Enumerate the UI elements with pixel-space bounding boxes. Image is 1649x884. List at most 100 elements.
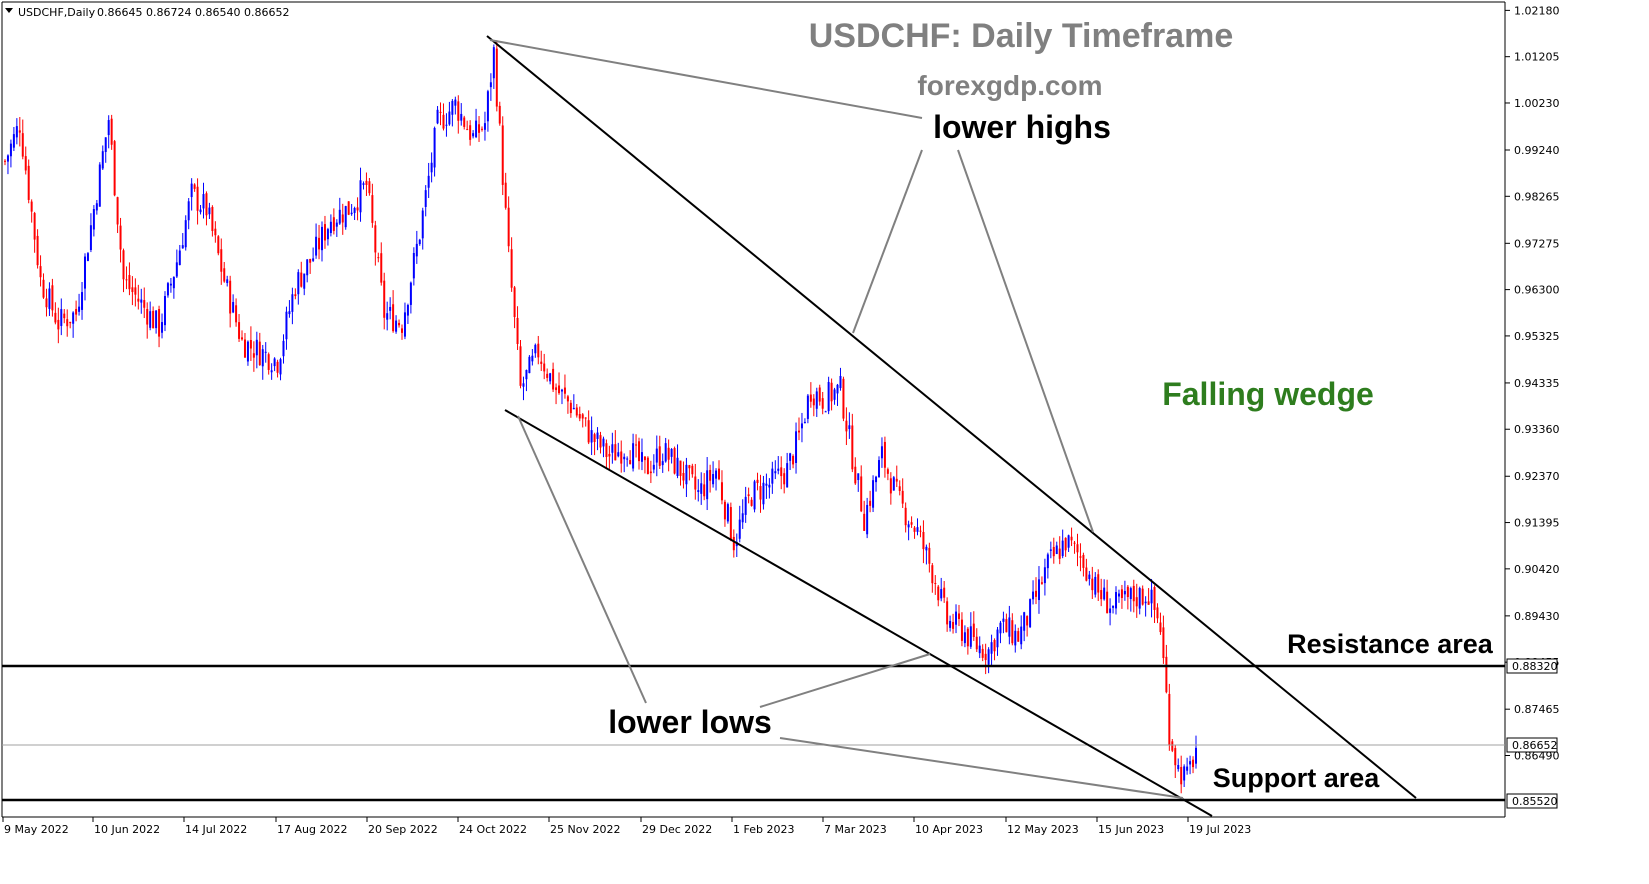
candle — [774, 460, 777, 480]
candle — [1008, 605, 1011, 645]
candle — [409, 281, 412, 314]
candle — [670, 448, 673, 464]
candle — [1165, 644, 1168, 694]
candle — [72, 311, 75, 338]
candle — [184, 215, 187, 251]
candle — [771, 461, 774, 494]
candle — [1094, 572, 1097, 598]
candle — [51, 278, 54, 317]
candle — [371, 183, 374, 228]
candle — [163, 291, 166, 332]
candle — [946, 597, 949, 632]
candle — [966, 627, 969, 655]
candle — [765, 473, 768, 499]
candle — [552, 362, 555, 393]
candle — [205, 191, 208, 226]
candle — [1159, 612, 1162, 635]
candle — [125, 266, 128, 290]
candle — [258, 332, 261, 366]
candle — [549, 372, 552, 385]
candle — [676, 444, 679, 479]
price-axis: 1.02180 1.01205 1.00230 0.99240 0.98265 0.972… — [1505, 4, 1560, 762]
candle — [629, 450, 632, 465]
candle — [768, 478, 771, 499]
candle — [66, 309, 69, 337]
candle — [812, 394, 815, 417]
candle — [584, 417, 587, 427]
candle — [611, 432, 614, 464]
candle — [501, 116, 504, 196]
candle — [279, 357, 282, 381]
y-tick-label: 0.94335 — [1514, 377, 1560, 390]
candle — [81, 282, 84, 320]
candle — [1043, 558, 1046, 596]
candle — [901, 478, 904, 508]
candle — [960, 612, 963, 647]
candle — [1014, 624, 1017, 653]
candle — [620, 440, 623, 473]
candle — [978, 636, 981, 659]
candle — [851, 413, 854, 473]
candle — [928, 542, 931, 573]
candle — [809, 382, 812, 408]
candle — [596, 427, 599, 451]
candle — [107, 115, 110, 149]
candle — [113, 139, 116, 197]
candle — [534, 343, 537, 358]
candle — [895, 465, 898, 488]
wedge-upper-trendline — [486, 35, 1417, 799]
candle — [63, 309, 66, 324]
candle — [21, 119, 24, 160]
candle — [33, 211, 36, 253]
candle — [1115, 586, 1118, 615]
candle — [193, 183, 196, 192]
x-tick-label: 17 Aug 2022 — [277, 823, 347, 836]
candle — [380, 242, 383, 286]
candle — [238, 314, 241, 342]
candle — [614, 430, 617, 461]
candle — [872, 475, 875, 512]
candle — [1052, 537, 1055, 564]
candle — [510, 237, 513, 292]
candle — [1055, 541, 1058, 555]
y-tick-label: 0.96300 — [1514, 284, 1560, 297]
candle — [285, 306, 288, 350]
candle — [401, 324, 403, 340]
y-tick-label: 0.89430 — [1514, 610, 1560, 623]
candle — [359, 167, 362, 222]
candle — [1058, 536, 1061, 565]
dropdown-triangle-icon[interactable] — [5, 8, 13, 13]
candle — [709, 464, 712, 493]
candle — [792, 454, 795, 469]
candle — [297, 269, 300, 305]
candle — [1117, 589, 1120, 603]
y-tick-label: 1.00230 — [1514, 97, 1560, 110]
candle — [454, 96, 457, 115]
candle — [635, 434, 638, 458]
candle — [694, 463, 697, 500]
candle — [1011, 613, 1014, 646]
candle — [424, 185, 427, 217]
candle — [815, 387, 818, 417]
candle — [246, 340, 249, 366]
candle — [777, 456, 780, 475]
candle — [181, 233, 184, 249]
candle — [892, 475, 895, 491]
candle — [315, 223, 318, 259]
candle — [190, 178, 193, 211]
candle — [688, 464, 691, 481]
candle — [569, 400, 572, 418]
candle — [217, 235, 220, 256]
candle — [646, 456, 649, 475]
y-tick-label: 0.92370 — [1514, 470, 1560, 483]
candle — [931, 563, 934, 593]
candle — [1126, 584, 1129, 610]
candle — [54, 302, 57, 325]
candle — [830, 378, 833, 411]
candle — [712, 461, 715, 488]
wedge-lower-trendline — [504, 409, 1213, 817]
candle — [869, 490, 872, 513]
candle — [827, 376, 830, 415]
candle — [172, 276, 175, 299]
